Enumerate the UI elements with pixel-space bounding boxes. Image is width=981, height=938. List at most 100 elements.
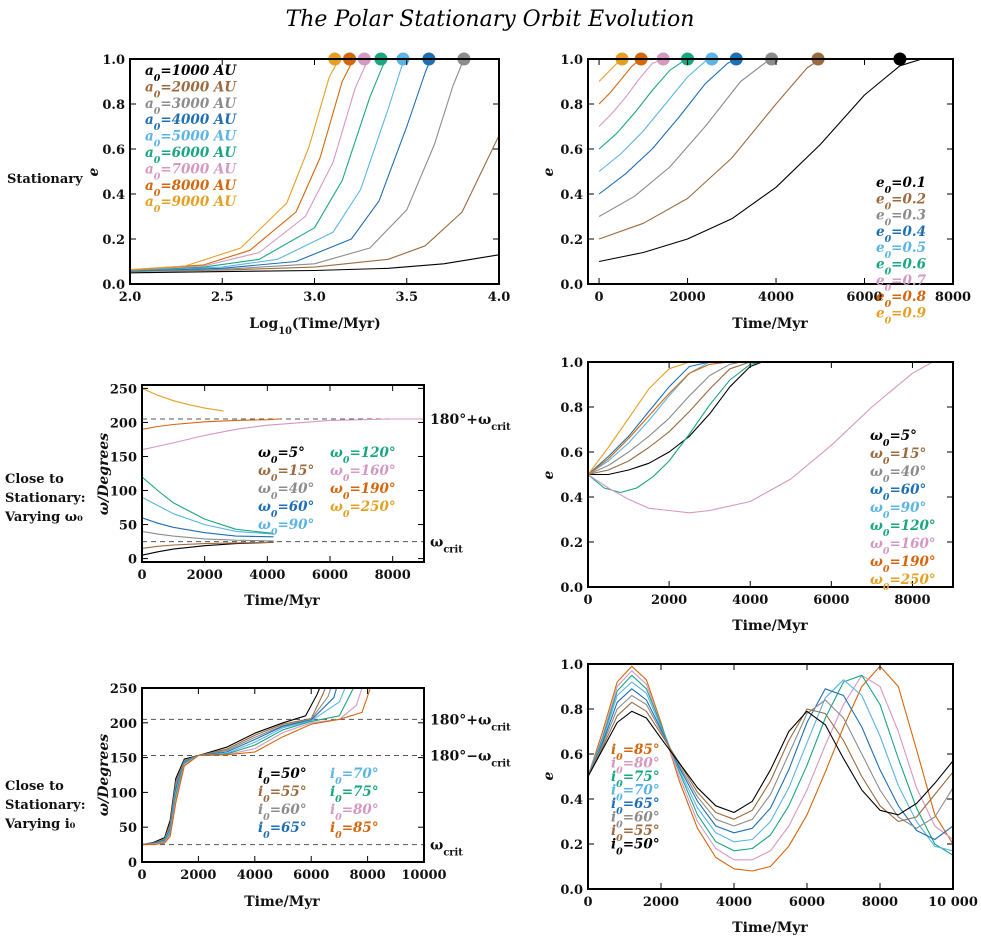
legend-entry: e0=0.3 <box>876 208 926 229</box>
x-tick-label: 0 <box>583 593 592 608</box>
legend-entry: i0=50° <box>611 837 660 858</box>
series-line <box>142 688 371 846</box>
x-tick-label: 2000 <box>187 568 223 583</box>
legend-entry: ω0=120° <box>870 518 936 539</box>
x-tick-label: 6000 <box>312 568 348 583</box>
series-line <box>130 59 432 272</box>
x-tick-label: 2000 <box>643 895 679 910</box>
series-line <box>130 59 465 273</box>
x-tick-label: 4000 <box>249 568 285 583</box>
row-label-2-line-3: Varying ω₀ <box>4 510 83 525</box>
legend-entry: a0=9000 AU <box>145 194 237 215</box>
y-tick-label: 50 <box>119 821 137 836</box>
series-line <box>130 59 387 272</box>
series-line <box>130 254 499 274</box>
legend-entry: a0=5000 AU <box>145 129 237 150</box>
row-label-3-line-3: Varying i₀ <box>4 817 76 832</box>
x-axis-label: Log10(Time/Myr) <box>249 316 380 337</box>
legend-entry: i0=70° <box>611 783 660 804</box>
legend-entry: ω0=90° <box>258 517 314 538</box>
series-line <box>588 670 953 861</box>
legend-entry: ω0=40° <box>870 464 926 485</box>
x-tick-label: 6000 <box>846 290 882 305</box>
legend-entry: a0=4000 AU <box>145 112 237 133</box>
x-tick-label: 0 <box>137 868 146 883</box>
x-tick-label: 8000 <box>935 290 971 305</box>
x-axis-label: Time/Myr <box>732 316 808 332</box>
legend-entry: i0=60° <box>258 802 307 823</box>
y-tick-label: 50 <box>119 519 137 534</box>
legend-entry: e0=0.6 <box>876 257 927 278</box>
legend-entry: i0=80° <box>611 756 660 777</box>
series-line <box>142 688 354 846</box>
legend-entry: i0=80° <box>330 802 379 823</box>
series-line <box>142 418 280 430</box>
x-axis-label: Time/Myr <box>244 593 320 609</box>
legend-entry: ω0=15° <box>870 446 926 467</box>
x-tick-label: 3.5 <box>395 290 418 305</box>
x-tick-label: 0 <box>137 568 146 583</box>
series-line <box>588 362 690 475</box>
y-tick-label: 1.0 <box>560 356 583 371</box>
y-tick-label: 100 <box>110 786 137 801</box>
legend-entry: ω0=190° <box>870 554 936 575</box>
legend-entry: i0=55° <box>611 823 660 844</box>
chart-middle-left: 180°+ωcrit ωcrit 0 2000 4000 6000 8000 0 50 100 15… <box>96 382 511 609</box>
series-group <box>142 387 424 556</box>
reference-line-label: 180°−ωcrit <box>430 749 511 770</box>
legend-entry: a0=1000 AU <box>145 63 237 84</box>
reference-line-label: ωcrit <box>430 535 463 556</box>
legend-entry: ω0=15° <box>258 463 314 484</box>
series-line <box>142 387 224 412</box>
y-tick-label: 0.4 <box>102 188 125 203</box>
series-group <box>598 59 923 263</box>
row-label-2-line-2: Stationary: <box>5 491 86 506</box>
plot-frame <box>587 663 954 890</box>
legend-entry: i0=75° <box>611 769 660 790</box>
legend-entry: i0=65° <box>258 820 307 841</box>
legend-entry: ω0=120° <box>330 445 396 466</box>
series-line <box>588 362 933 514</box>
y-axis-label: e <box>541 470 557 479</box>
y-tick-label: 0.6 <box>560 446 583 461</box>
chart-top-left: 2.0 2.5 3.0 3.5 4.0 0.0 0.2 0.4 0.6 0.8 1.0 Log10(T… <box>86 52 510 337</box>
legend-entry: ω0=160° <box>870 536 936 557</box>
legend-entry: i0=55° <box>258 784 307 805</box>
series-line <box>130 59 356 271</box>
series-line <box>142 541 274 556</box>
series-line <box>598 59 777 217</box>
y-tick-label: 0.8 <box>560 98 583 113</box>
x-tick-label: 4000 <box>716 895 752 910</box>
y-axis-label: ω/Degrees <box>96 734 112 816</box>
series-line <box>598 59 737 195</box>
series-line <box>588 679 953 852</box>
legend-entry: i0=70° <box>330 766 379 787</box>
x-tick-label: 2000 <box>669 290 705 305</box>
legend-entry: ω0=5° <box>258 445 305 466</box>
legend-entry: e0=0.5 <box>876 240 926 261</box>
series-line <box>130 59 371 271</box>
plot-frame <box>587 361 954 588</box>
series-line <box>588 362 763 494</box>
x-tick-label: 4000 <box>732 593 768 608</box>
y-tick-label: 0.0 <box>102 278 125 293</box>
series-line <box>142 418 424 451</box>
chart-top-right: 0 2000 4000 6000 8000 0.0 0.2 0.4 0.6 0.8 1.0 Time/… <box>541 52 971 332</box>
x-tick-label: 10000 <box>401 868 446 883</box>
series-line <box>142 688 363 846</box>
legend-entry: ω0=40° <box>258 481 314 502</box>
legend-entry: ω0=160° <box>330 463 396 484</box>
series-line <box>598 59 821 240</box>
legend-entry: ω0=250° <box>870 572 936 593</box>
series-line <box>588 665 953 872</box>
legend-entry: i0=60° <box>611 810 660 831</box>
y-tick-label: 0.0 <box>560 581 583 596</box>
x-tick-label: 2.5 <box>211 290 234 305</box>
y-tick-label: 0.8 <box>560 401 583 416</box>
legend-entry: e0=0.1 <box>876 175 926 196</box>
y-tick-label: 150 <box>110 752 137 767</box>
series-line <box>142 476 274 534</box>
y-tick-label: 100 <box>110 485 137 500</box>
x-tick-label: 2.0 <box>119 290 142 305</box>
x-tick-label: 6000 <box>813 593 849 608</box>
